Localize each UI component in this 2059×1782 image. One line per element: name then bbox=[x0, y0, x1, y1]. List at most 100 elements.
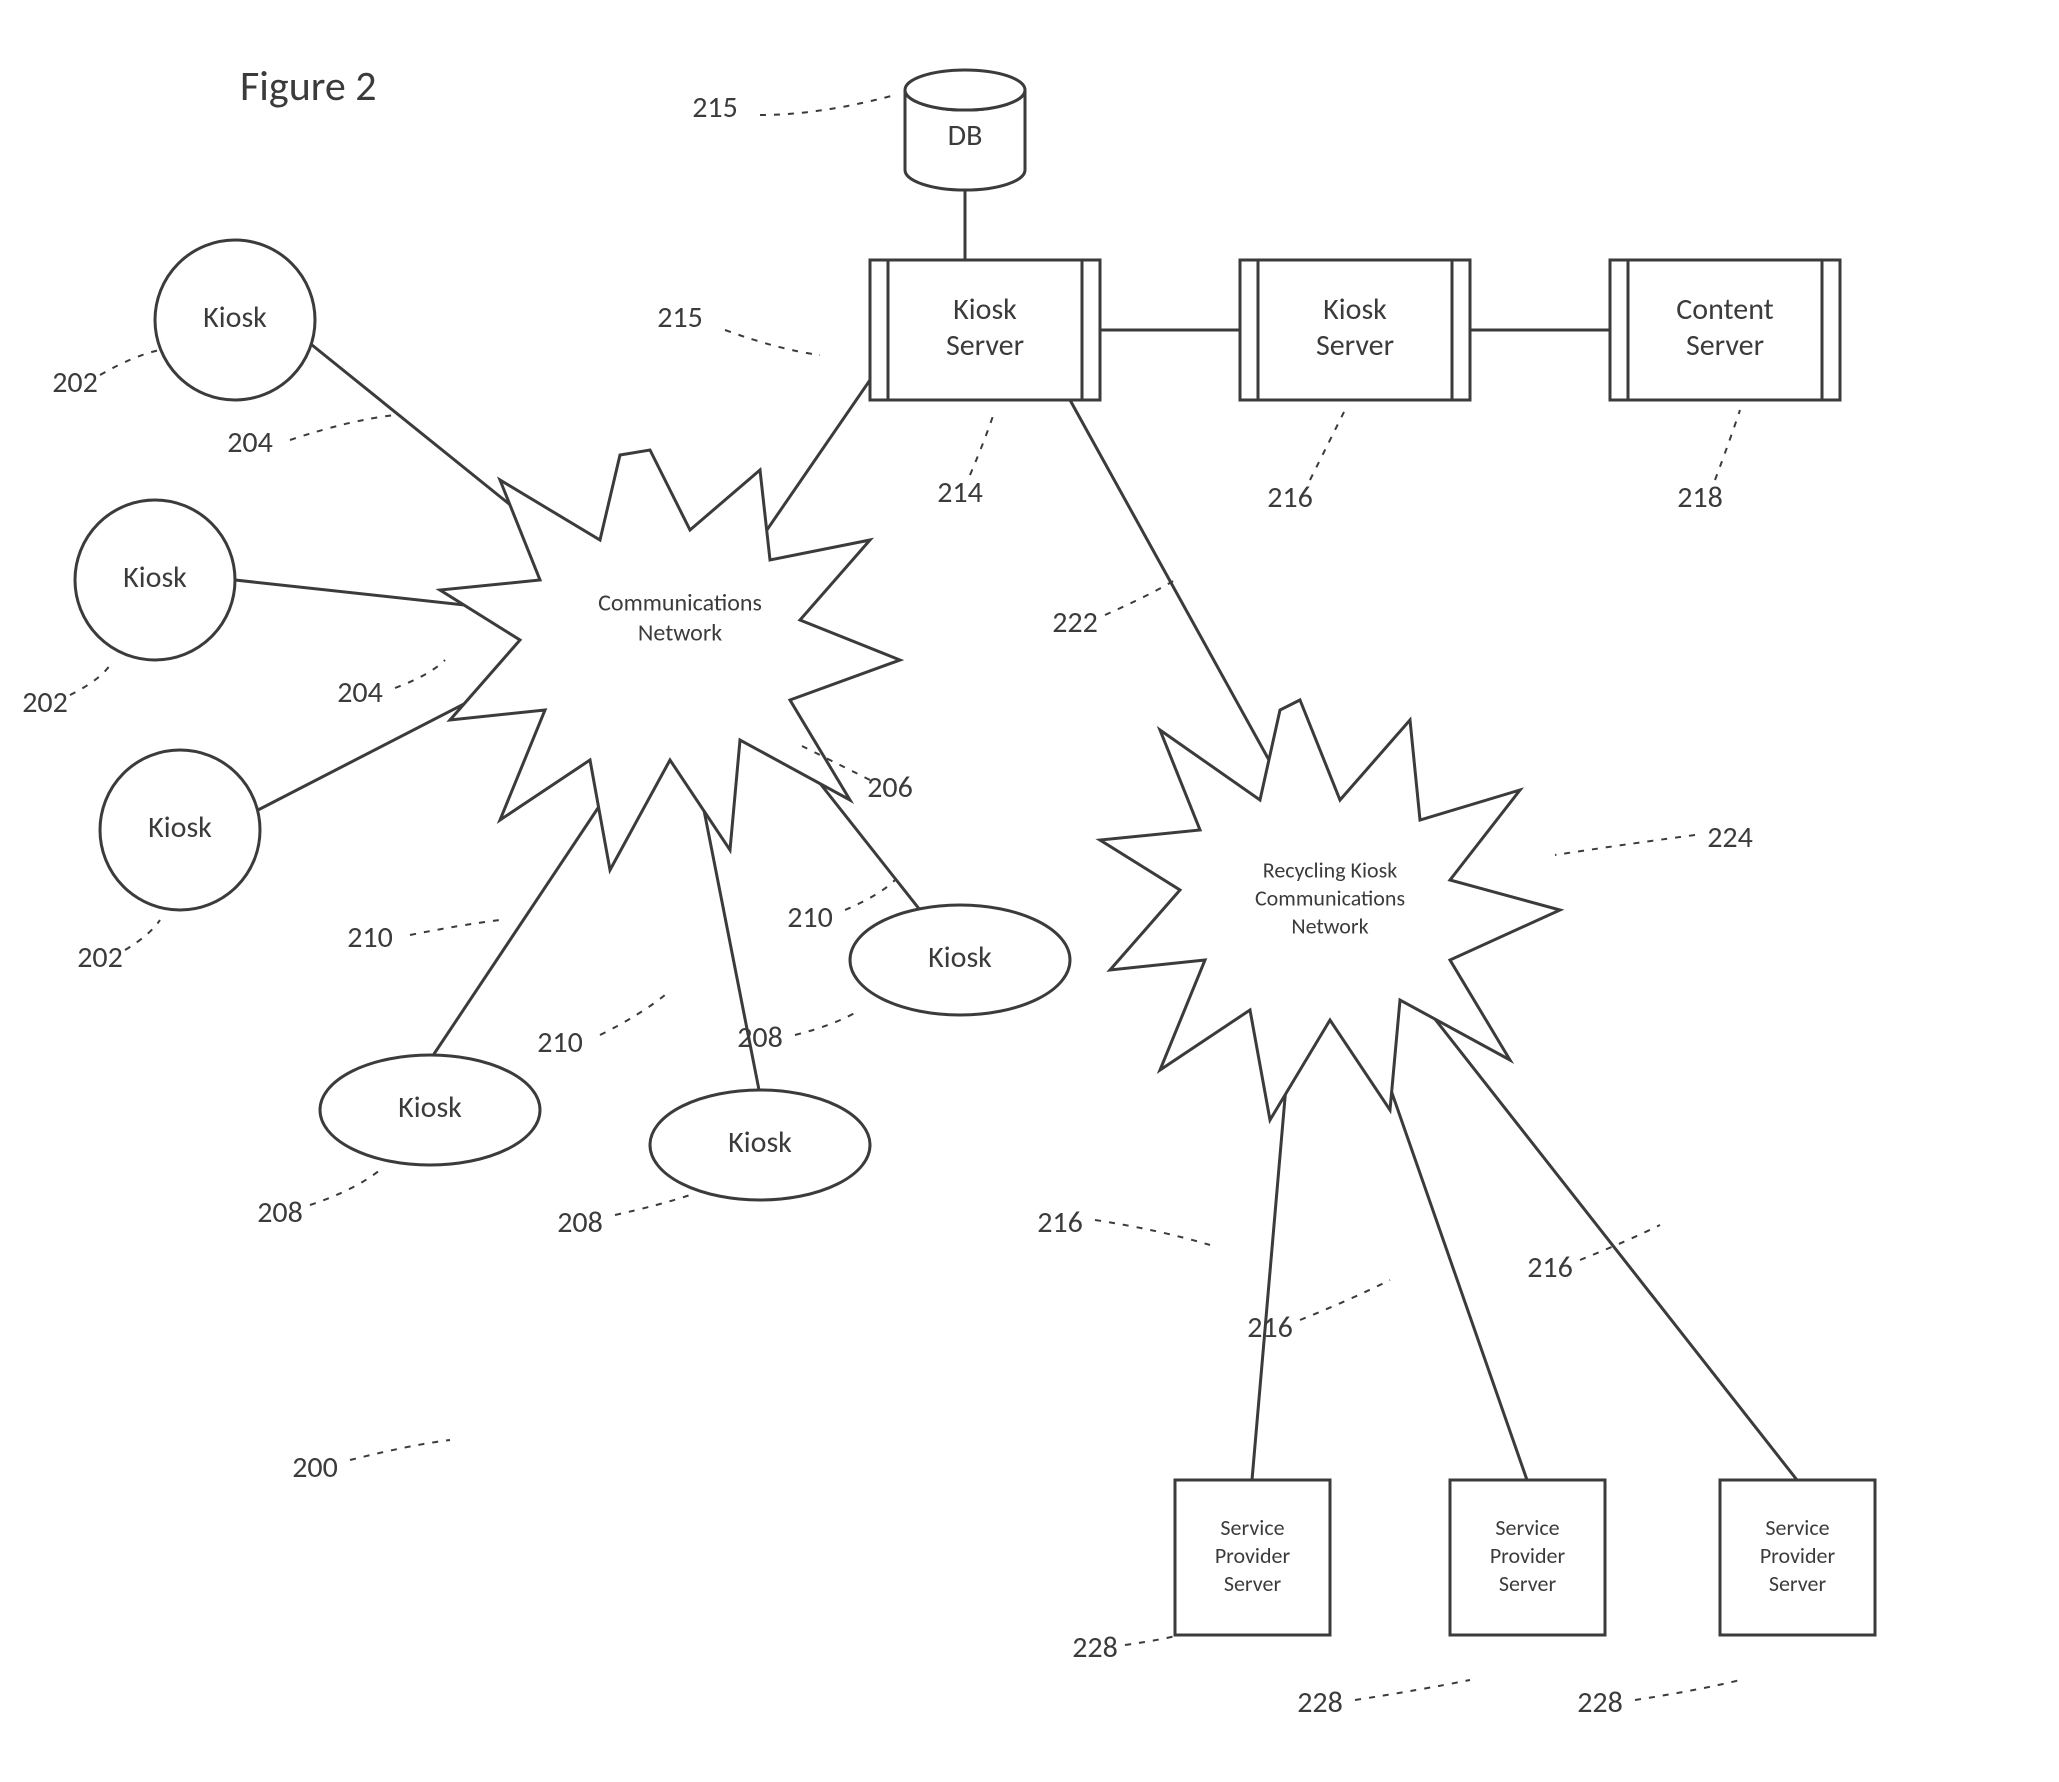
ref-leader bbox=[410, 920, 500, 935]
ref-leader bbox=[290, 415, 395, 440]
ref-number: 228 bbox=[1072, 1629, 1118, 1666]
database-label: DB bbox=[948, 117, 983, 154]
ref-label: 208 bbox=[737, 1010, 860, 1056]
ref-leader bbox=[1105, 580, 1175, 615]
comm-network: CommunicationsNetwork bbox=[440, 450, 900, 870]
kiosk-c3: Kiosk bbox=[100, 750, 260, 910]
ref-number: 206 bbox=[867, 769, 913, 806]
kiosk-e3: Kiosk bbox=[850, 905, 1070, 1015]
ref-number: 215 bbox=[657, 299, 703, 336]
system-diagram: Figure 2DBKioskServerKioskServerContentS… bbox=[0, 0, 2059, 1782]
ref-leader bbox=[310, 1170, 380, 1205]
kiosk-ellipse-label: Kiosk bbox=[728, 1124, 792, 1161]
ref-leader bbox=[1300, 1280, 1390, 1320]
sp1: ServiceProviderServer bbox=[1175, 1480, 1330, 1635]
server-label-line: Content bbox=[1676, 291, 1774, 328]
ref-leader bbox=[1635, 1680, 1740, 1700]
ref-leader bbox=[1555, 835, 1695, 855]
sp-server-label-line: Server bbox=[1499, 1570, 1557, 1597]
ref-number: 218 bbox=[1677, 479, 1723, 516]
ref-number: 228 bbox=[1297, 1684, 1343, 1721]
kiosk-circle-label: Kiosk bbox=[148, 809, 212, 846]
ref-label: 216 bbox=[1267, 410, 1345, 516]
ref-number: 202 bbox=[77, 939, 123, 976]
ref-leader bbox=[615, 1195, 690, 1215]
sp-server-label-line: Service bbox=[1220, 1514, 1284, 1541]
kiosk-e2: Kiosk bbox=[650, 1090, 870, 1200]
ref-label: 210 bbox=[347, 919, 500, 956]
ref-label: 204 bbox=[337, 660, 445, 711]
network-label-line: Communications bbox=[598, 589, 762, 618]
ref-leader bbox=[970, 410, 995, 475]
ref-label: 202 bbox=[77, 920, 160, 976]
edge bbox=[1420, 1000, 1797, 1480]
kiosk-e1: Kiosk bbox=[320, 1055, 540, 1165]
server-label-line: Server bbox=[946, 327, 1024, 364]
ref-leader bbox=[845, 880, 895, 910]
kiosk-ellipse-label: Kiosk bbox=[928, 939, 992, 976]
edge bbox=[1070, 400, 1280, 780]
ref-leader bbox=[1095, 1220, 1210, 1245]
ref-label: 210 bbox=[537, 995, 665, 1061]
ref-number: 208 bbox=[557, 1204, 603, 1241]
ref-leader bbox=[760, 95, 895, 115]
ref-label: 222 bbox=[1052, 580, 1175, 641]
ref-label: 208 bbox=[257, 1170, 380, 1231]
ref-leader bbox=[125, 920, 160, 950]
kiosk-c1: Kiosk bbox=[155, 240, 315, 400]
ref-leader bbox=[1715, 410, 1740, 480]
ref-leader bbox=[100, 350, 160, 375]
kiosk-server-2: KioskServer bbox=[1240, 260, 1470, 400]
kiosk-c2: Kiosk bbox=[75, 500, 235, 660]
ref-number: 202 bbox=[22, 684, 68, 721]
ref-number: 216 bbox=[1527, 1249, 1573, 1286]
network-label-line: Communications bbox=[1255, 884, 1405, 911]
ref-number: 210 bbox=[787, 899, 833, 936]
ref-leader bbox=[70, 665, 110, 695]
server-label-line: Server bbox=[1316, 327, 1394, 364]
sp2: ServiceProviderServer bbox=[1450, 1480, 1605, 1635]
content-server: ContentServer bbox=[1610, 260, 1840, 400]
sp-server-label-line: Provider bbox=[1760, 1542, 1836, 1569]
ref-label: 200 bbox=[292, 1440, 450, 1486]
ref-label: 208 bbox=[557, 1195, 690, 1241]
ref-number: 208 bbox=[257, 1194, 303, 1231]
ref-number: 210 bbox=[347, 919, 393, 956]
ref-number: 204 bbox=[337, 674, 383, 711]
sp-server-label-line: Server bbox=[1769, 1570, 1827, 1597]
ref-number: 228 bbox=[1577, 1684, 1623, 1721]
ref-label: 216 bbox=[1527, 1225, 1660, 1286]
ref-number: 216 bbox=[1267, 479, 1313, 516]
ref-label: 228 bbox=[1297, 1680, 1470, 1721]
ref-label: 218 bbox=[1677, 410, 1740, 516]
ref-leader bbox=[1310, 410, 1345, 480]
ref-number: 204 bbox=[227, 424, 273, 461]
ref-label: 228 bbox=[1072, 1629, 1180, 1666]
ref-leader bbox=[1125, 1635, 1180, 1645]
edge bbox=[760, 380, 870, 540]
ref-label: 216 bbox=[1037, 1204, 1210, 1245]
ref-number: 216 bbox=[1247, 1309, 1293, 1346]
recycling-network: Recycling KioskCommunicationsNetwork bbox=[1100, 700, 1560, 1120]
server-label-line: Kiosk bbox=[953, 291, 1017, 328]
ref-leader bbox=[1355, 1680, 1470, 1700]
ref-number: 202 bbox=[52, 364, 98, 401]
ref-number: 208 bbox=[737, 1019, 783, 1056]
server-label-line: Server bbox=[1686, 327, 1764, 364]
ref-label: 204 bbox=[227, 415, 395, 461]
sp-server-label-line: Service bbox=[1495, 1514, 1559, 1541]
kiosk-circle-label: Kiosk bbox=[123, 559, 187, 596]
sp-server-label-line: Provider bbox=[1215, 1542, 1291, 1569]
ref-number: 222 bbox=[1052, 604, 1098, 641]
kiosk-circle-label: Kiosk bbox=[203, 299, 267, 336]
ref-number: 200 bbox=[292, 1449, 338, 1486]
edge bbox=[1370, 1030, 1527, 1480]
ref-label: 215 bbox=[657, 299, 820, 355]
ref-number: 216 bbox=[1037, 1204, 1083, 1241]
network-label-line: Network bbox=[1291, 912, 1368, 939]
database-node: DB bbox=[905, 70, 1025, 190]
kiosk-ellipse-label: Kiosk bbox=[398, 1089, 462, 1126]
ref-leader bbox=[350, 1440, 450, 1460]
ref-number: 210 bbox=[537, 1024, 583, 1061]
figure-title: Figure 2 bbox=[240, 61, 377, 112]
